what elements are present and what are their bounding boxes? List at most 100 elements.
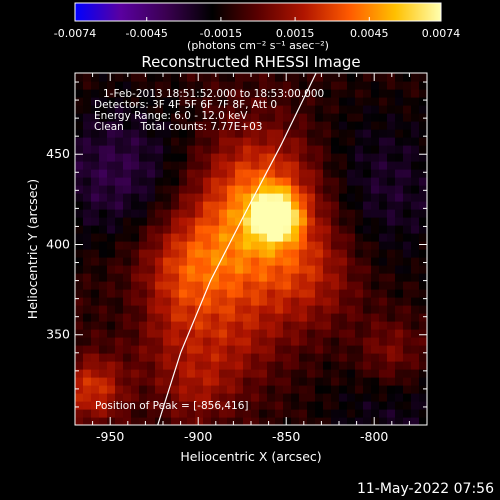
heatmap-cell	[315, 113, 324, 122]
heatmap-cell	[259, 265, 268, 274]
heatmap-cell	[307, 121, 316, 130]
heatmap-cell	[379, 177, 388, 186]
heatmap-cell	[211, 265, 220, 274]
heatmap-cell	[323, 337, 332, 346]
heatmap-cell	[179, 81, 188, 90]
heatmap-cell	[323, 313, 332, 322]
heatmap-cell	[139, 201, 148, 210]
heatmap-cell	[259, 305, 268, 314]
heatmap-cell	[275, 249, 284, 258]
heatmap-cell	[411, 377, 420, 386]
heatmap-cell	[307, 409, 316, 418]
heatmap-cell	[195, 401, 204, 410]
heatmap-cell	[203, 201, 212, 210]
heatmap-cell	[139, 345, 148, 354]
heatmap-cell	[91, 297, 100, 306]
heatmap-cell	[395, 265, 404, 274]
heatmap-cell	[291, 377, 300, 386]
heatmap-cell	[155, 361, 164, 370]
heatmap-cell	[203, 145, 212, 154]
heatmap-cell	[419, 73, 427, 82]
heatmap-cell	[419, 377, 427, 386]
heatmap-cell	[379, 241, 388, 250]
heatmap-cell	[179, 73, 188, 82]
heatmap-cell	[75, 233, 84, 242]
heatmap-cell	[187, 353, 196, 362]
heatmap-cell	[211, 225, 220, 234]
heatmap-cell	[75, 177, 84, 186]
heatmap-cell	[379, 409, 388, 418]
heatmap-cell	[403, 313, 412, 322]
heatmap-cell	[363, 161, 372, 170]
heatmap-cell	[107, 345, 116, 354]
heatmap-cell	[371, 297, 380, 306]
heatmap-cell	[139, 121, 148, 130]
heatmap-cell	[123, 249, 132, 258]
heatmap-cell	[395, 289, 404, 298]
heatmap-cell	[91, 81, 100, 90]
heatmap-cell	[163, 321, 172, 330]
heatmap-cell	[339, 137, 348, 146]
heatmap-cell	[227, 105, 236, 114]
heatmap-cell	[139, 265, 148, 274]
heatmap-cell	[123, 345, 132, 354]
heatmap-cell	[155, 153, 164, 162]
heatmap-cell	[251, 361, 260, 370]
heatmap-cell	[107, 265, 116, 274]
heatmap-cell	[131, 73, 140, 82]
heatmap-cell	[115, 409, 124, 418]
heatmap-cell	[291, 105, 300, 114]
heatmap-cell	[419, 97, 427, 106]
heatmap-cell	[387, 369, 396, 378]
heatmap-cell	[195, 73, 204, 82]
heatmap-cell	[147, 97, 156, 106]
heatmap-cell	[163, 217, 172, 226]
heatmap-cell	[299, 329, 308, 338]
heatmap-cell	[83, 161, 92, 170]
heatmap-cell	[251, 209, 260, 218]
heatmap-cell	[419, 409, 427, 418]
heatmap-cell	[307, 233, 316, 242]
heatmap-cell	[227, 273, 236, 282]
heatmap-cell	[347, 89, 356, 98]
heatmap-cell	[187, 249, 196, 258]
heatmap-cell	[75, 217, 84, 226]
heatmap-cell	[147, 225, 156, 234]
heatmap-cell	[267, 337, 276, 346]
heatmap-cell	[267, 217, 276, 226]
heatmap-cell	[99, 281, 108, 290]
heatmap-cell	[187, 257, 196, 266]
heatmap-cell	[283, 281, 292, 290]
heatmap-cell	[419, 417, 427, 425]
heatmap-cell	[155, 185, 164, 194]
heatmap-cell	[291, 385, 300, 394]
heatmap-cell	[355, 257, 364, 266]
heatmap-cell	[339, 241, 348, 250]
heatmap-cell	[91, 89, 100, 98]
heatmap-cell	[211, 105, 220, 114]
heatmap-cell	[147, 137, 156, 146]
heatmap-cell	[331, 385, 340, 394]
heatmap-cell	[395, 369, 404, 378]
heatmap-cell	[339, 313, 348, 322]
heatmap-cell	[355, 265, 364, 274]
heatmap-cell	[387, 313, 396, 322]
heatmap-cell	[259, 281, 268, 290]
heatmap-cell	[115, 105, 124, 114]
heatmap-cell	[347, 297, 356, 306]
heatmap-cell	[211, 73, 220, 82]
heatmap-cell	[323, 265, 332, 274]
heatmap-cell	[227, 89, 236, 98]
heatmap-cell	[251, 305, 260, 314]
heatmap-cell	[107, 393, 116, 402]
heatmap-cell	[83, 297, 92, 306]
heatmap-cell	[307, 305, 316, 314]
heatmap-cell	[419, 305, 427, 314]
heatmap-cell	[211, 337, 220, 346]
heatmap-cell	[291, 393, 300, 402]
heatmap-cell	[107, 105, 116, 114]
heatmap-cell	[411, 289, 420, 298]
heatmap-cell	[179, 201, 188, 210]
heatmap-cell	[331, 329, 340, 338]
heatmap-cell	[371, 193, 380, 202]
